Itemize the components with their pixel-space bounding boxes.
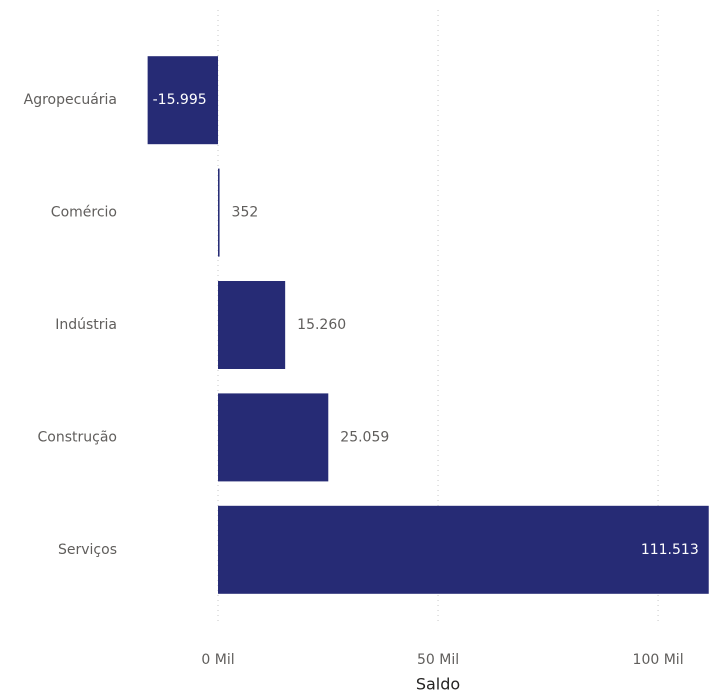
y-tick-label: Agropecuária <box>24 92 117 108</box>
y-tick-label: Serviços <box>58 542 117 558</box>
bar <box>218 393 329 482</box>
x-tick-label: 100 Mil <box>633 652 684 668</box>
y-tick-label: Comércio <box>51 205 117 221</box>
value-label: 15.260 <box>297 317 346 333</box>
bar <box>218 168 220 257</box>
y-tick-label: Indústria <box>55 317 117 333</box>
value-label: 111.513 <box>641 542 699 558</box>
x-tick-label: 50 Mil <box>417 652 459 668</box>
value-label: -15.995 <box>153 92 207 108</box>
bar <box>218 281 286 369</box>
value-label: 25.059 <box>340 429 389 445</box>
value-label: 352 <box>232 205 259 221</box>
bar <box>218 505 709 594</box>
x-tick-label: 0 Mil <box>201 652 234 668</box>
bar <box>147 56 219 145</box>
x-axis-title: Saldo <box>416 675 460 694</box>
y-tick-label: Construção <box>38 429 117 445</box>
